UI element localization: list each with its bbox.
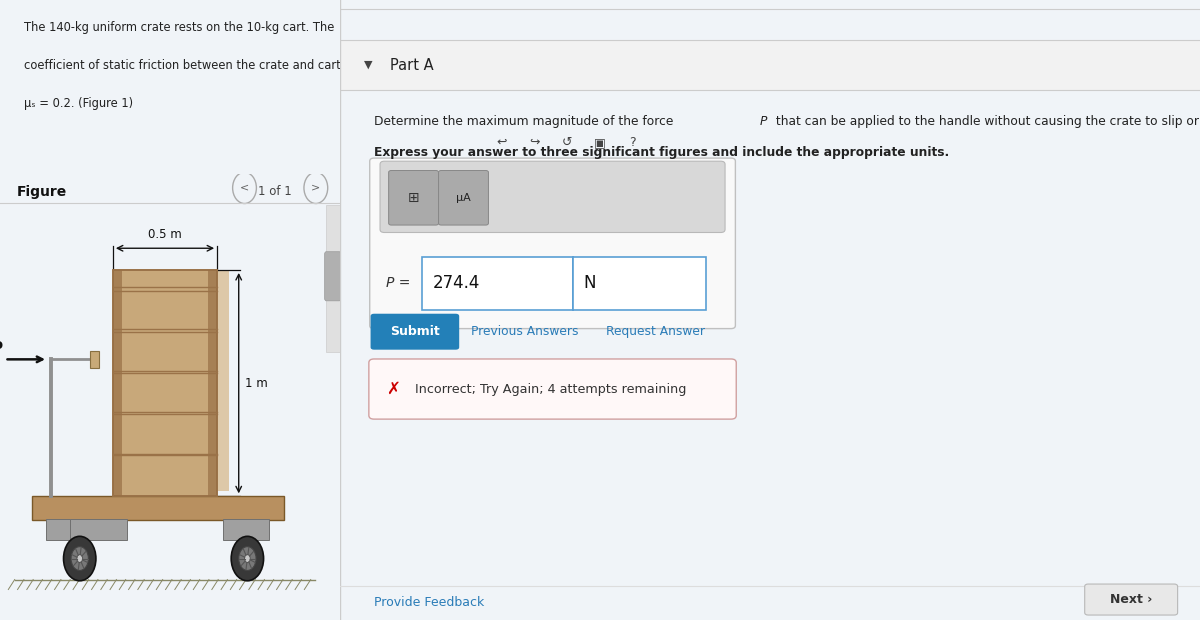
Circle shape <box>71 547 89 570</box>
Bar <box>90 351 98 368</box>
Circle shape <box>245 554 251 562</box>
Text: 1 m: 1 m <box>245 377 268 389</box>
Bar <box>70 520 127 540</box>
Text: ?: ? <box>629 136 636 149</box>
Text: Determine the maximum magnitude of the force: Determine the maximum magnitude of the f… <box>374 115 677 128</box>
Circle shape <box>239 547 256 570</box>
FancyBboxPatch shape <box>380 161 725 232</box>
Bar <box>326 205 340 352</box>
FancyBboxPatch shape <box>370 158 736 329</box>
Text: Next ›: Next › <box>1110 593 1152 606</box>
Circle shape <box>64 536 96 581</box>
Text: ▣: ▣ <box>594 136 605 149</box>
Bar <box>572 257 706 310</box>
Circle shape <box>77 554 83 562</box>
Text: P =: P = <box>386 277 410 290</box>
Text: that can be applied to the handle without causing the crate to slip or tip on th: that can be applied to the handle withou… <box>772 115 1200 128</box>
Text: Figure: Figure <box>17 185 67 199</box>
Bar <box>223 520 269 540</box>
Text: P: P <box>0 341 2 356</box>
Bar <box>208 270 217 496</box>
FancyBboxPatch shape <box>1085 584 1177 615</box>
Bar <box>217 270 229 492</box>
Text: coefficient of static friction between the crate and cart is: coefficient of static friction between t… <box>24 59 353 72</box>
Bar <box>113 270 217 496</box>
FancyBboxPatch shape <box>371 314 460 350</box>
Text: ⊞: ⊞ <box>408 191 420 205</box>
FancyBboxPatch shape <box>368 359 737 419</box>
Bar <box>47 520 70 540</box>
Text: Incorrect; Try Again; 4 attempts remaining: Incorrect; Try Again; 4 attempts remaini… <box>415 383 686 396</box>
Bar <box>32 496 283 520</box>
Text: N: N <box>583 274 595 293</box>
Text: Previous Answers: Previous Answers <box>472 326 578 338</box>
Text: ✗: ✗ <box>386 380 400 398</box>
FancyBboxPatch shape <box>325 252 341 301</box>
Bar <box>113 270 217 496</box>
Text: Submit: Submit <box>390 326 439 338</box>
Text: 0.5 m: 0.5 m <box>148 228 182 241</box>
Text: ↪: ↪ <box>529 136 539 149</box>
Text: Provide Feedback: Provide Feedback <box>374 596 485 609</box>
Text: <: < <box>240 183 250 193</box>
Text: ↩: ↩ <box>496 136 506 149</box>
Text: ↺: ↺ <box>562 136 572 149</box>
Text: P: P <box>760 115 767 128</box>
Text: µA: µA <box>456 193 470 203</box>
FancyBboxPatch shape <box>438 170 488 225</box>
Text: >: > <box>311 183 320 193</box>
Bar <box>340 40 1200 90</box>
Text: ▼: ▼ <box>364 60 372 70</box>
Text: The 140-kg uniform crate rests on the 10-kg cart. The: The 140-kg uniform crate rests on the 10… <box>24 21 334 34</box>
Text: Part A: Part A <box>390 58 433 73</box>
Text: Express your answer to three significant figures and include the appropriate uni: Express your answer to three significant… <box>374 146 949 159</box>
Text: 1 of 1: 1 of 1 <box>258 185 292 198</box>
Circle shape <box>232 536 264 581</box>
FancyBboxPatch shape <box>389 170 438 225</box>
Text: 274.4: 274.4 <box>432 274 480 293</box>
Bar <box>422 257 572 310</box>
Bar <box>113 270 122 496</box>
Text: μₛ = 0.2. (Figure 1): μₛ = 0.2. (Figure 1) <box>24 97 133 110</box>
Text: Request Answer: Request Answer <box>606 326 706 338</box>
